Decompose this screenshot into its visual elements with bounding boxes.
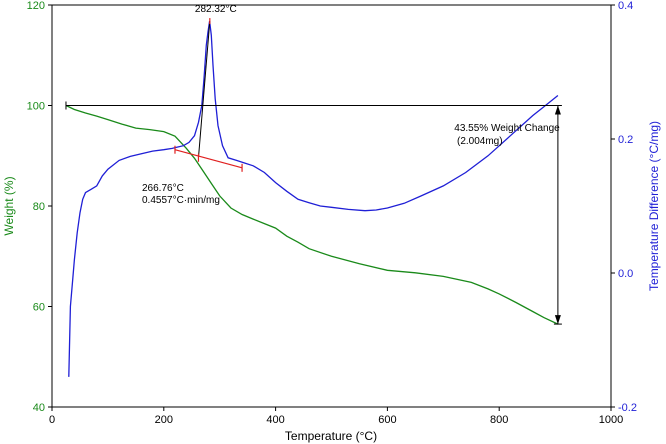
x-tick-label: 0 — [49, 414, 55, 426]
peak-annotation: 282.32°C — [195, 4, 237, 25]
right-tick-label: -0.2 — [618, 402, 637, 414]
left-axis-ticks: 40 60 80 100 120 — [27, 0, 52, 414]
onset-annotation: 266.76°C 0.4557°C·min/mg — [142, 21, 243, 206]
onset-drop-line — [197, 21, 211, 158]
right-axis-ticks: -0.2 0.0 0.2 0.4 — [611, 0, 637, 414]
left-tick-label: 120 — [27, 0, 45, 12]
weight-change-annotation: 43.55% Weight Change (2.004mg) — [454, 105, 562, 325]
weight-series-line — [65, 104, 559, 325]
onset-rate-label: 0.4557°C·min/mg — [142, 195, 220, 206]
right-tick-label: 0.4 — [618, 0, 633, 12]
left-tick-label: 80 — [33, 201, 45, 213]
x-tick-label: 200 — [155, 414, 173, 426]
x-tick-label: 600 — [378, 414, 396, 426]
x-tick-label: 400 — [266, 414, 284, 426]
left-tick-label: 60 — [33, 302, 45, 314]
left-axis-title: Weight (%) — [2, 176, 16, 235]
weight-change-mass-label: (2.004mg) — [457, 136, 503, 147]
onset-tick-marks — [174, 145, 243, 172]
x-tick-label: 800 — [490, 414, 508, 426]
x-axis-title: Temperature (°C) — [285, 429, 377, 443]
right-axis-title: Temperature Difference (°C/mg) — [647, 121, 661, 291]
weight-change-percent-label: 43.55% Weight Change — [454, 123, 560, 134]
weight-baseline — [65, 101, 558, 110]
onset-tangent-line — [174, 149, 243, 169]
left-tick-label: 40 — [33, 402, 45, 414]
temperature-difference-series-line — [68, 21, 559, 377]
onset-temperature-label: 266.76°C — [142, 183, 184, 194]
x-tick-label: 1000 — [599, 414, 623, 426]
right-tick-label: 0.2 — [618, 134, 633, 146]
x-axis-ticks: 0 200 400 600 800 1000 — [49, 407, 623, 426]
weight-change-arrowhead-bottom — [554, 315, 561, 325]
peak-label: 282.32°C — [195, 4, 237, 15]
weight-change-arrowhead-top — [554, 105, 561, 115]
left-tick-label: 100 — [27, 101, 45, 113]
right-tick-label: 0.0 — [618, 268, 633, 280]
plot-frame — [51, 4, 612, 408]
